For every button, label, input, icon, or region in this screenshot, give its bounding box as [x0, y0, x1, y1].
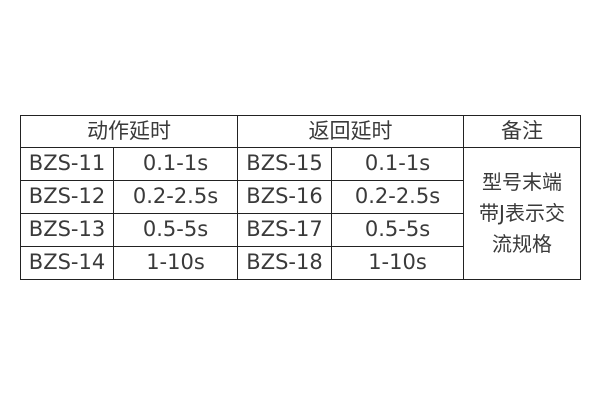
action-model: BZS-12	[20, 180, 114, 214]
action-range: 0.5-5s	[113, 213, 238, 247]
header-remarks: 备注	[463, 115, 581, 148]
remarks-line: 带J表示交	[479, 201, 565, 225]
header-row: 动作延时 返回延时 备注	[20, 115, 581, 148]
table-row: BZS-14 1-10s BZS-18 1-10s	[20, 246, 581, 280]
return-range: 0.2-2.5s	[331, 180, 464, 214]
return-model: BZS-15	[237, 147, 332, 181]
remarks-line: 流规格	[492, 232, 552, 256]
remarks-cell: 型号末端 带J表示交 流规格	[463, 147, 581, 280]
action-range: 0.2-2.5s	[113, 180, 238, 214]
action-model: BZS-14	[20, 246, 114, 280]
action-range: 1-10s	[113, 246, 238, 280]
return-model: BZS-17	[237, 213, 332, 247]
remarks-line: 型号末端	[482, 170, 562, 194]
return-range: 1-10s	[331, 246, 464, 280]
header-action-delay: 动作延时	[20, 115, 238, 148]
action-range: 0.1-1s	[113, 147, 238, 181]
header-return-delay: 返回延时	[237, 115, 464, 148]
table-row: BZS-11 0.1-1s BZS-15 0.1-1s 型号末端 带J表示交 流…	[20, 147, 581, 280]
return-model: BZS-18	[237, 246, 332, 280]
action-model: BZS-13	[20, 213, 114, 247]
delay-spec-table: 动作延时 返回延时 备注 BZS-11 0.1-1s BZS-15 0.1-1s…	[20, 115, 581, 280]
return-range: 0.1-1s	[331, 147, 464, 181]
return-model: BZS-16	[237, 180, 332, 214]
action-model: BZS-11	[20, 147, 114, 181]
return-range: 0.5-5s	[331, 213, 464, 247]
